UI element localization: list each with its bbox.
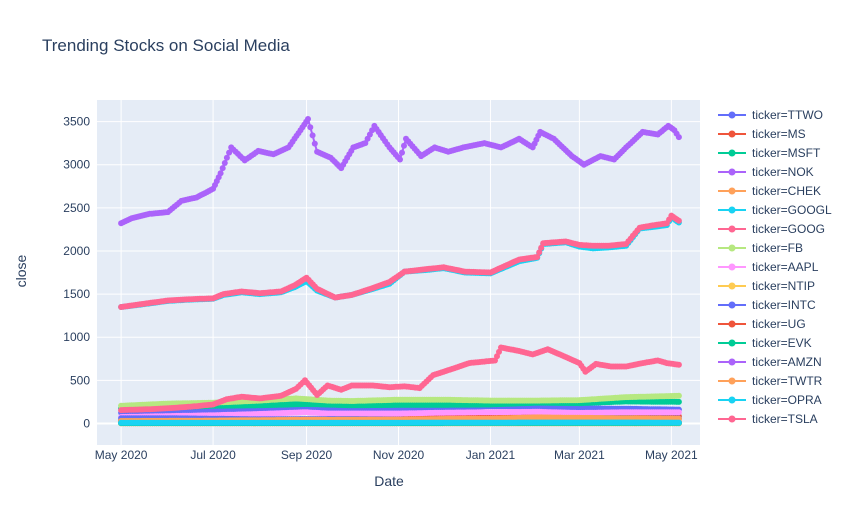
data-point [305,116,311,122]
legend-marker-swatch [729,378,736,385]
legend-marker-swatch [729,131,736,138]
y-tick-label: 2000 [63,244,90,258]
legend-marker-swatch [729,283,736,290]
legend-label: ticker=CHEK [752,184,821,198]
data-point [397,157,403,163]
legend-marker-swatch [729,150,736,157]
data-point [218,170,224,176]
x-tick-label: Nov 2020 [373,448,425,462]
x-axis-title: Date [374,473,404,489]
data-point [307,124,313,130]
data-point [676,420,682,426]
data-point [222,160,228,166]
legend-label: ticker=UG [752,317,806,331]
y-tick-label: 2500 [63,201,90,215]
legend-marker-swatch [729,245,736,252]
x-tick-label: Jan 2021 [466,448,516,462]
legend-label: ticker=AMZN [752,355,822,369]
series-opra [118,420,682,426]
legend-label: ticker=MSFT [752,146,821,160]
y-tick-label: 1500 [63,287,90,301]
legend-marker-swatch [729,226,736,233]
data-point [676,218,682,224]
data-point [399,150,405,156]
x-tick-label: May 2020 [95,448,148,462]
data-point [312,141,318,147]
x-tick-label: Sep 2020 [281,448,333,462]
y-tick-label: 3000 [63,158,90,172]
y-axis-title: close [13,254,29,287]
x-tick-label: Mar 2021 [554,448,605,462]
y-tick-label: 0 [83,416,90,430]
data-point [676,362,682,368]
legend-label: ticker=FB [752,241,803,255]
legend-marker-swatch [729,188,736,195]
data-point [401,143,407,149]
legend-label: ticker=OPRA [752,393,822,407]
x-tick-label: Jul 2020 [190,448,236,462]
legend-label: ticker=TWTR [752,374,823,388]
data-point [224,155,230,161]
data-point [676,393,682,399]
legend-marker-swatch [729,397,736,404]
legend-marker-swatch [729,416,736,423]
legend-marker-swatch [729,207,736,214]
legend-label: ticker=AAPL [752,260,819,274]
legend-label: ticker=NTIP [752,279,815,293]
legend-label: ticker=NOK [752,165,814,179]
legend-marker-swatch [729,359,736,366]
data-point [310,132,316,138]
legend-label: ticker=MS [752,127,806,141]
x-tick-label: May 2021 [645,448,698,462]
legend-label: ticker=TTWO [752,108,823,122]
legend-marker-swatch [729,169,736,176]
legend-marker-swatch [729,302,736,309]
legend-marker-swatch [729,321,736,328]
legend-label: ticker=GOOGL [752,203,832,217]
y-tick-label: 500 [70,373,90,387]
legend-label: ticker=EVK [752,336,812,350]
data-point [676,134,682,140]
legend-marker-swatch [729,340,736,347]
chart-title: Trending Stocks on Social Media [42,36,290,55]
legend-label: ticker=TSLA [752,412,818,426]
legend-label: ticker=GOOG [752,222,825,236]
y-tick-label: 1000 [63,330,90,344]
legend-marker-swatch [729,264,736,271]
legend-label: ticker=INTC [752,298,816,312]
legend-marker-swatch [729,112,736,119]
data-point [676,409,682,415]
y-tick-label: 3500 [63,115,90,129]
data-point [676,399,682,405]
